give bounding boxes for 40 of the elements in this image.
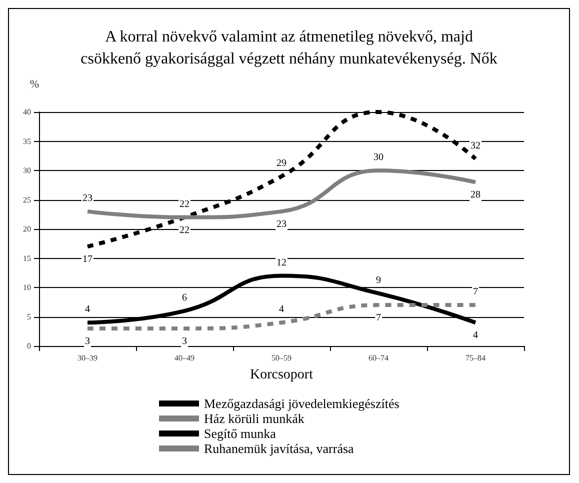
y-axis-title: % <box>30 78 39 90</box>
data-label: 23 <box>276 218 286 230</box>
data-label: 3 <box>182 336 187 347</box>
y-tick-label: 0 <box>27 342 31 350</box>
data-label: 9 <box>376 274 381 286</box>
data-label: 7 <box>473 286 478 298</box>
data-label: 22 <box>180 198 190 210</box>
data-label: 4 <box>85 304 90 316</box>
y-tick-label: 25 <box>23 195 31 204</box>
data-label: 17 <box>82 254 92 266</box>
data-label: 7 <box>376 312 381 324</box>
x-axis-title: Korcsoport <box>250 368 314 382</box>
data-label: 28 <box>470 190 480 201</box>
data-label: 3 <box>85 336 90 347</box>
data-label: 6 <box>182 292 187 304</box>
y-tick-label: 35 <box>23 136 31 146</box>
data-label: 32 <box>470 140 480 152</box>
data-label: 22 <box>180 224 190 236</box>
data-label: 4 <box>473 330 478 342</box>
data-label: 23 <box>82 192 92 204</box>
legend-label: Ruhanemük javítása, varrása <box>204 441 354 456</box>
x-tick-label: 75–84 <box>466 354 486 362</box>
y-tick-label: 5 <box>27 312 31 322</box>
legend-label: Ház körüli munkák <box>204 411 305 426</box>
y-tick-label: 40 <box>23 108 31 116</box>
x-tick-label: 40–49 <box>174 354 194 362</box>
data-label: 4 <box>279 304 284 316</box>
x-tick-label: 60–74 <box>368 354 388 362</box>
x-tick-label: 50–59 <box>272 354 292 362</box>
y-tick-label: 15 <box>23 254 31 263</box>
chart-title: A korral növekvő valamint az átmenetileg növekvő, majd csökkenő gyakorisággal végzett néhány munkatevékenység. Nők <box>80 28 498 68</box>
y-tick-label: 30 <box>23 166 31 175</box>
x-tick-label: 30–39 <box>78 354 98 362</box>
legend-label: Mezőgazdasági jövedelemkiegészítés <box>204 396 400 411</box>
data-label: 29 <box>276 158 286 169</box>
data-label: 30 <box>374 152 384 163</box>
y-tick-label: 20 <box>23 224 31 234</box>
legend-label: Segítő munka <box>204 426 276 441</box>
data-label: 12 <box>276 257 286 268</box>
y-tick-label: 10 <box>23 283 31 292</box>
